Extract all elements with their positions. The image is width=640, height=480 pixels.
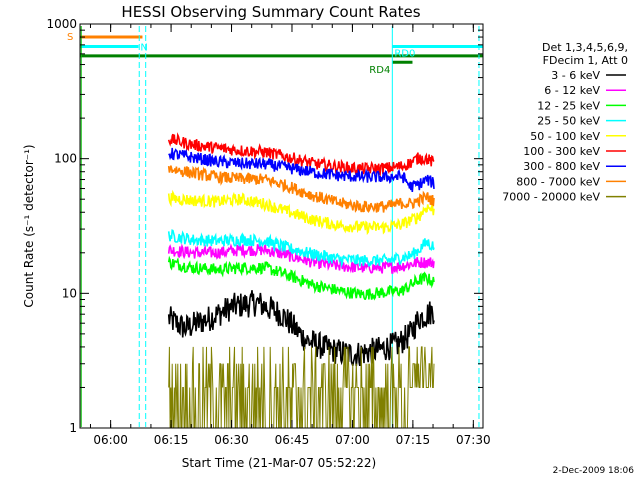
- x-tick-label-3: 06:45: [275, 433, 310, 447]
- series-line-6: [168, 147, 435, 192]
- legend-label-3: 25 - 50 keV: [537, 115, 600, 128]
- y-axis-label: Count Rate (s⁻¹ detector⁻¹): [22, 144, 36, 307]
- series-line-1: [167, 242, 435, 275]
- x-tick-label-0: 06:00: [93, 433, 128, 447]
- y-tick-label-0: 1: [69, 421, 77, 435]
- flag-label-0: S: [67, 32, 73, 43]
- series-lines: [167, 132, 435, 429]
- y-tick-label-1: 10: [62, 286, 77, 300]
- x-axis-label: Start Time (21-Mar-07 05:52:22): [182, 456, 376, 470]
- legend-label-4: 50 - 100 keV: [530, 130, 600, 143]
- legend-label-8: 7000 - 20000 keV: [502, 191, 600, 204]
- y-tick-label-3: 1000: [46, 17, 77, 31]
- series-line-8: [168, 346, 435, 429]
- series-line-3: [167, 229, 435, 269]
- flag-bars: S N RD0 RD4: [67, 32, 483, 76]
- legend-label-2: 12 - 25 keV: [537, 99, 600, 112]
- legend-label-0: 3 - 6 keV: [551, 69, 600, 82]
- chart-title: HESSI Observing Summary Count Rates: [121, 3, 420, 21]
- x-tick-label-2: 06:30: [214, 433, 249, 447]
- y-tick-label-2: 100: [54, 152, 77, 166]
- x-tick-label-6: 07:30: [456, 433, 491, 447]
- series-line-5: [167, 132, 435, 177]
- plot-frame: [79, 23, 484, 429]
- legend-header-line-2: FDecim 1, Att 0: [543, 54, 628, 67]
- series-line-7: [167, 165, 435, 214]
- x-tick-label-1: 06:15: [154, 433, 189, 447]
- x-axis-ticks: 06:00 06:15 06:30 06:45 07:00 07:15 07:30: [89, 24, 491, 447]
- legend-header-line-1: Det 1,3,4,5,6,9,: [542, 41, 628, 54]
- flag-label-1: N: [140, 43, 147, 54]
- timestamp: 2-Dec-2009 18:06: [553, 466, 635, 476]
- legend-label-1: 6 - 12 keV: [544, 84, 600, 97]
- legend: Det 1,3,4,5,6,9, FDecim 1, Att 0 3 - 6 k…: [502, 41, 628, 204]
- flag-label-4: RD4: [369, 65, 390, 76]
- x-tick-label-4: 07:00: [335, 433, 370, 447]
- series-line-4: [167, 189, 435, 236]
- legend-label-6: 300 - 800 keV: [523, 160, 600, 173]
- x-tick-label-5: 07:15: [396, 433, 431, 447]
- legend-label-5: 100 - 300 keV: [523, 145, 600, 158]
- legend-label-7: 800 - 7000 keV: [516, 175, 600, 188]
- series-line-2: [167, 255, 435, 301]
- series-line-0: [167, 290, 435, 367]
- flag-label-3: RD0: [394, 49, 415, 60]
- y-axis-ticks: 1 10 100 1000: [46, 17, 483, 435]
